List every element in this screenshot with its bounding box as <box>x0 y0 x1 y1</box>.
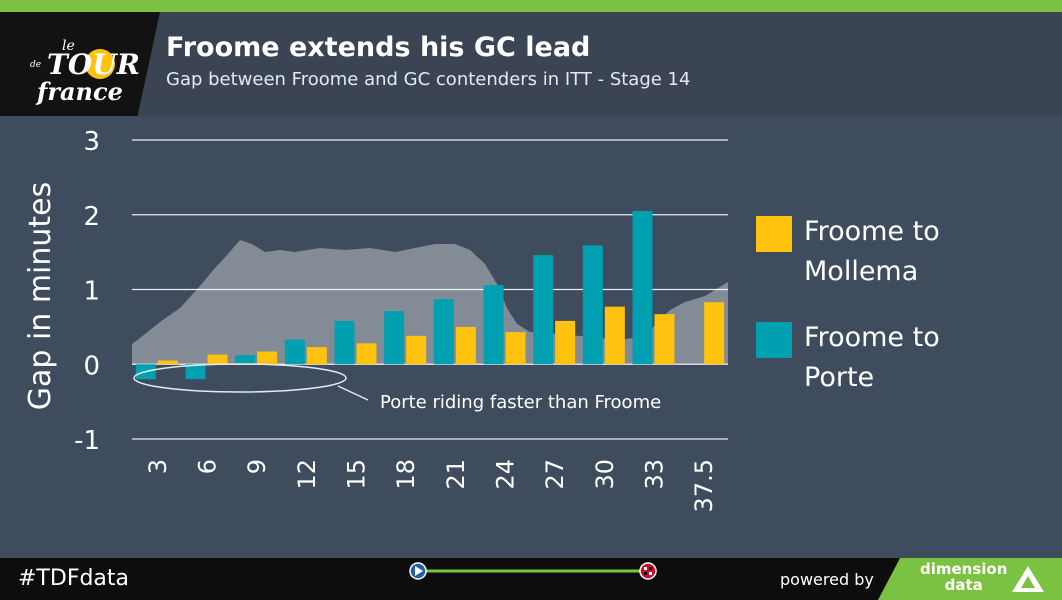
bar-porte-15 <box>334 320 355 365</box>
tour-de-france-logo: le TOUR de france <box>30 38 140 106</box>
x-tick-label: 18 <box>392 459 420 490</box>
x-tick-label: 3 <box>144 459 172 474</box>
chart-area: -1 0 1 2 3 Gap in minutes 3 6 9 12 15 18 21 24 27 30 33 3… <box>0 116 1062 558</box>
y-tick-label: 2 <box>83 202 100 232</box>
legend-label-mollema: Mollema <box>804 256 918 287</box>
y-tick-label: 3 <box>83 127 100 157</box>
x-tick-label: 30 <box>591 459 619 490</box>
legend-label-porte: Porte <box>804 362 874 393</box>
bar-mollema-24 <box>505 332 526 365</box>
annotation-leader-line <box>337 385 369 401</box>
legend-swatch-mollema <box>756 216 792 252</box>
x-tick-label: 15 <box>343 459 371 490</box>
y-tick-label: -1 <box>74 426 100 456</box>
bar-porte-6 <box>185 364 206 380</box>
header-bar <box>0 12 1062 116</box>
svg-text:le: le <box>62 38 75 54</box>
play-icon <box>415 566 423 576</box>
x-tick-label: 33 <box>641 459 669 490</box>
bar-mollema-15 <box>356 343 377 365</box>
x-tick-label: 9 <box>243 459 271 474</box>
x-tick-label: 21 <box>442 459 470 490</box>
bar-mollema-6 <box>207 354 228 365</box>
legend-label-porte: Froome to <box>804 322 940 353</box>
annotation-text: Porte riding faster than Froome <box>380 392 661 413</box>
bar-mollema-21 <box>455 326 476 365</box>
finish-flag-icon <box>639 562 657 580</box>
svg-text:TOUR: TOUR <box>47 48 140 81</box>
brand-line-2: data <box>944 576 983 594</box>
bar-porte-12 <box>284 339 305 365</box>
stage-profile <box>132 240 728 365</box>
x-tick-label: 6 <box>194 459 222 474</box>
y-axis-label: Gap in minutes <box>23 182 58 411</box>
svg-text:france: france <box>35 77 123 106</box>
brand-triangle-icon <box>1012 566 1044 592</box>
svg-text:de: de <box>30 60 41 70</box>
bar-porte-18 <box>384 311 405 365</box>
bar-porte-27 <box>533 255 554 365</box>
x-tick-label: 37.5 <box>690 459 718 512</box>
stage-progress-bar <box>409 562 657 580</box>
bar-mollema-33 <box>654 314 675 365</box>
bar-mollema-3 <box>157 360 178 365</box>
bar-porte-30 <box>582 245 603 365</box>
x-tick-label: 27 <box>541 459 569 490</box>
powered-by-text: powered by <box>780 570 874 589</box>
top-accent-bar <box>0 0 1062 12</box>
bar-mollema-37.5 <box>704 302 725 365</box>
hashtag: #TDFdata <box>18 566 130 591</box>
page-title: Froome extends his GC lead <box>166 32 591 63</box>
bar-porte-33 <box>632 211 653 365</box>
bar-mollema-9 <box>257 351 278 365</box>
page-subtitle: Gap between Froome and GC contenders in … <box>166 69 691 90</box>
legend-swatch-porte <box>756 322 792 358</box>
bar-mollema-27 <box>555 320 576 365</box>
x-tick-label: 24 <box>492 459 520 490</box>
brand-line-1: dimension <box>920 560 1008 578</box>
logo-panel: le TOUR de france <box>0 12 160 116</box>
dimension-data-logo: dimension data <box>920 561 1007 593</box>
x-tick-label: 12 <box>293 459 321 490</box>
bar-porte-21 <box>433 299 454 365</box>
y-tick-label: 1 <box>83 277 100 307</box>
annotation-ellipse <box>133 363 347 393</box>
bar-porte-24 <box>483 285 504 365</box>
bar-mollema-30 <box>604 306 625 365</box>
bar-mollema-12 <box>306 347 327 365</box>
bar-porte-9 <box>235 355 256 365</box>
y-tick-label: 0 <box>83 351 100 381</box>
bar-mollema-18 <box>406 335 427 365</box>
legend-label-mollema: Froome to <box>804 216 940 247</box>
